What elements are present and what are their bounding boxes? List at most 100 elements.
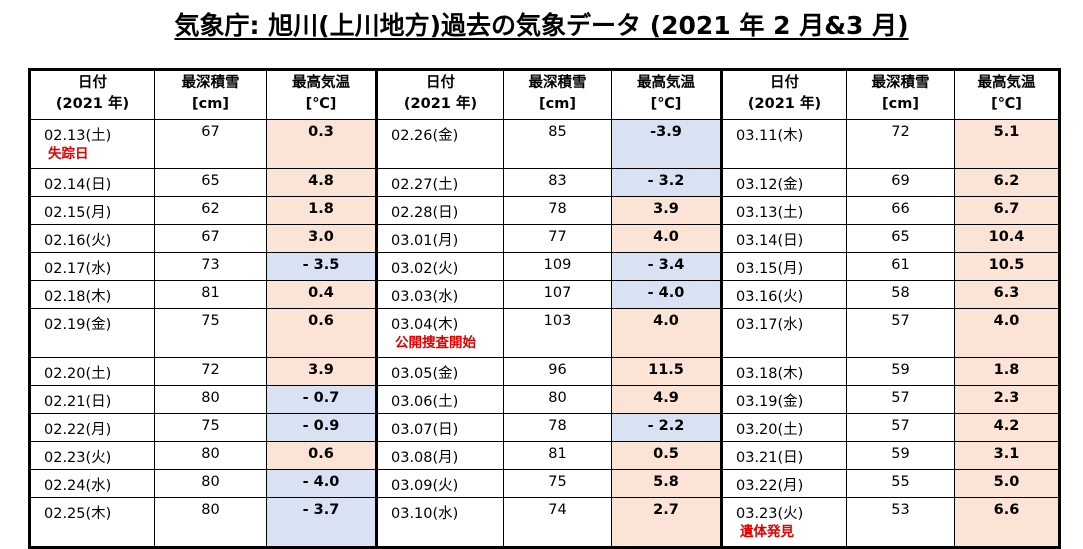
date-cell: 02.14(日)	[29, 168, 155, 197]
temp-cell: 5.0	[954, 469, 1060, 498]
header-temp-line: 最高気温	[977, 75, 1036, 91]
snow-cell: 75	[154, 308, 267, 358]
table-row: 02.25(木) 80- 3.7 03.10(水) 74 2.7 03.23(火) 遺体発見…	[29, 497, 1060, 548]
date-cell: 03.17(水)	[720, 308, 847, 358]
snow-cell: 58	[846, 280, 955, 309]
date-cell: 02.16(火)	[29, 224, 155, 253]
date-cell: 02.23(火)	[29, 441, 155, 470]
date-cell: 03.19(金)	[720, 385, 847, 414]
temp-cell: 0.3	[266, 119, 377, 169]
snow-cell: 85	[503, 119, 612, 169]
date-text: 02.23(火)	[44, 450, 112, 466]
temp-cell: 3.9	[611, 196, 722, 225]
temp-cell: 2.7	[611, 497, 722, 548]
date-text: 02.26(金)	[391, 128, 459, 144]
table-body: 02.13(土) 失踪日 67 0.3 02.26(金) 85 -3.9 03.11(木) 72…	[29, 119, 1060, 548]
temp-cell: - 3.2	[611, 168, 722, 197]
date-text: 02.15(月)	[44, 205, 112, 221]
date-text: 03.13(土)	[736, 205, 804, 221]
date-text: 02.27(土)	[391, 177, 459, 193]
header-date: 日付 (2021 年)	[29, 69, 155, 120]
date-cell: 02.13(土) 失踪日	[29, 119, 155, 169]
temp-cell: 6.3	[954, 280, 1060, 309]
header-snow: 最深積雪 [cm]	[846, 69, 955, 120]
snow-cell: 107	[503, 280, 612, 309]
snow-cell: 65	[846, 224, 955, 253]
table-row: 02.13(土) 失踪日 67 0.3 02.26(金) 85 -3.9 03.11(木) 72…	[29, 119, 1060, 169]
snow-cell: 72	[154, 357, 267, 386]
date-text: 03.14(日)	[736, 233, 804, 249]
date-cell: 03.08(月)	[375, 441, 504, 470]
temp-cell: - 4.0	[611, 280, 722, 309]
snow-cell: 83	[503, 168, 612, 197]
snow-cell: 57	[846, 385, 955, 414]
snow-cell: 75	[503, 469, 612, 498]
snow-cell: 80	[154, 385, 267, 414]
header-date-line: 日付	[78, 75, 107, 91]
header-snow-line: [cm]	[882, 96, 919, 112]
temp-cell: 5.8	[611, 469, 722, 498]
temp-cell: 1.8	[954, 357, 1060, 386]
snow-cell: 55	[846, 469, 955, 498]
snow-cell: 109	[503, 252, 612, 281]
date-text: 03.17(水)	[736, 317, 804, 333]
header-row: 日付 (2021 年) 最深積雪 [cm] 最高気温 [℃] 日付 (2021 年) 最深積雪 […	[29, 69, 1060, 120]
date-text: 03.03(水)	[391, 289, 459, 305]
temp-cell: 4.2	[954, 413, 1060, 442]
date-cell: 02.18(木)	[29, 280, 155, 309]
temp-cell: - 3.7	[266, 497, 377, 548]
date-text: 02.19(金)	[44, 317, 112, 333]
date-cell: 03.14(日)	[720, 224, 847, 253]
header-date-line: 日付	[770, 75, 799, 91]
table-row: 02.16(火) 67 3.0 03.01(月) 77 4.0 03.14(日) 65 10.4	[29, 224, 1060, 253]
header-temp: 最高気温 [℃]	[954, 69, 1060, 120]
table-row: 02.19(金) 75 0.6 03.04(木) 公開捜査開始 103 4.0 03.17(水…	[29, 308, 1060, 358]
header-snow-line: [cm]	[539, 96, 576, 112]
date-cell: 03.05(金)	[375, 357, 504, 386]
header-temp: 最高気温 [℃]	[266, 69, 377, 120]
snow-cell: 103	[503, 308, 612, 358]
snow-cell: 80	[154, 497, 267, 548]
date-text: 03.01(月)	[391, 233, 459, 249]
temp-cell: 11.5	[611, 357, 722, 386]
table-row: 02.24(水) 80- 4.0 03.09(火) 75 5.8 03.22(月) 55 5.…	[29, 469, 1060, 498]
header-snow-line: 最深積雪	[528, 75, 587, 91]
snow-cell: 72	[846, 119, 955, 169]
table-row: 02.20(土) 72 3.9 03.05(金) 96 11.5 03.18(木) 59 1.8	[29, 357, 1060, 386]
temp-cell: 6.2	[954, 168, 1060, 197]
date-cell: 02.24(水)	[29, 469, 155, 498]
table-row: 02.23(火) 80 0.6 03.08(月) 81 0.5 03.21(日) 59 3.1	[29, 441, 1060, 470]
snow-cell: 96	[503, 357, 612, 386]
table-row: 02.14(日) 65 4.8 02.27(土) 83- 3.2 03.12(金) 69 6.…	[29, 168, 1060, 197]
date-text: 03.15(月)	[736, 261, 804, 277]
date-text: 03.21(日)	[736, 450, 804, 466]
date-text: 03.10(水)	[391, 506, 459, 522]
temp-cell: 10.5	[954, 252, 1060, 281]
snow-cell: 81	[503, 441, 612, 470]
snow-cell: 61	[846, 252, 955, 281]
date-cell: 02.19(金)	[29, 308, 155, 358]
date-text: 03.04(木)	[391, 317, 459, 333]
event-label: 公開捜査開始	[395, 335, 476, 351]
date-cell: 03.20(土)	[720, 413, 847, 442]
date-text: 02.21(日)	[44, 394, 112, 410]
date-cell: 03.12(金)	[720, 168, 847, 197]
date-cell: 03.15(月)	[720, 252, 847, 281]
header-date: 日付 (2021 年)	[375, 69, 504, 120]
date-text: 03.20(土)	[736, 422, 804, 438]
date-cell: 02.27(土)	[375, 168, 504, 197]
header-temp: 最高気温 [℃]	[611, 69, 722, 120]
date-cell: 03.06(土)	[375, 385, 504, 414]
temp-cell: 4.0	[611, 308, 722, 358]
temp-cell: -3.9	[611, 119, 722, 169]
date-text: 02.17(水)	[44, 261, 112, 277]
date-text: 02.13(土)	[44, 128, 112, 144]
table-row: 02.22(月) 75- 0.9 03.07(日) 78- 2.2 03.20(土) 57…	[29, 413, 1060, 442]
date-cell: 03.02(火)	[375, 252, 504, 281]
temp-cell: 2.3	[954, 385, 1060, 414]
header-snow-line: [cm]	[192, 96, 229, 112]
temp-cell: 3.9	[266, 357, 377, 386]
date-text: 03.12(金)	[736, 177, 804, 193]
date-cell: 02.25(木)	[29, 497, 155, 548]
temp-cell: - 0.9	[266, 413, 377, 442]
